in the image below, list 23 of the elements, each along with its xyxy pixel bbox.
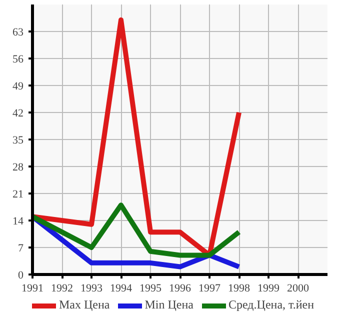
x-tick-label: 1991 — [22, 282, 44, 294]
y-tick-label: 21 — [12, 188, 24, 200]
x-tick-label: 1993 — [80, 282, 103, 294]
y-tick-label: 14 — [12, 216, 24, 228]
x-tick-label: 1992 — [51, 282, 73, 294]
x-tick-label: 1995 — [140, 282, 162, 294]
x-tick-label: 1999 — [258, 282, 280, 294]
y-tick-label: 0 — [18, 270, 24, 282]
y-tick-label: 7 — [18, 242, 24, 254]
x-tick-label: 1998 — [228, 282, 250, 294]
y-tick-label: 63 — [12, 26, 24, 38]
x-tick-label: 1996 — [169, 282, 192, 294]
x-tick-label: 1997 — [198, 282, 221, 294]
y-tick-label: 42 — [12, 108, 24, 120]
y-tick-label: 35 — [12, 134, 24, 146]
legend-label: Max Цена — [59, 298, 110, 312]
y-tick-label: 28 — [12, 162, 24, 174]
x-tick-label: 1994 — [110, 282, 132, 294]
y-tick-label: 49 — [12, 80, 24, 92]
x-tick-label: 2000 — [287, 282, 310, 294]
legend-label: Min Цена — [144, 298, 194, 312]
y-tick-label: 56 — [12, 54, 24, 66]
legend-label: Сред.Цена, т.йен — [228, 298, 314, 312]
